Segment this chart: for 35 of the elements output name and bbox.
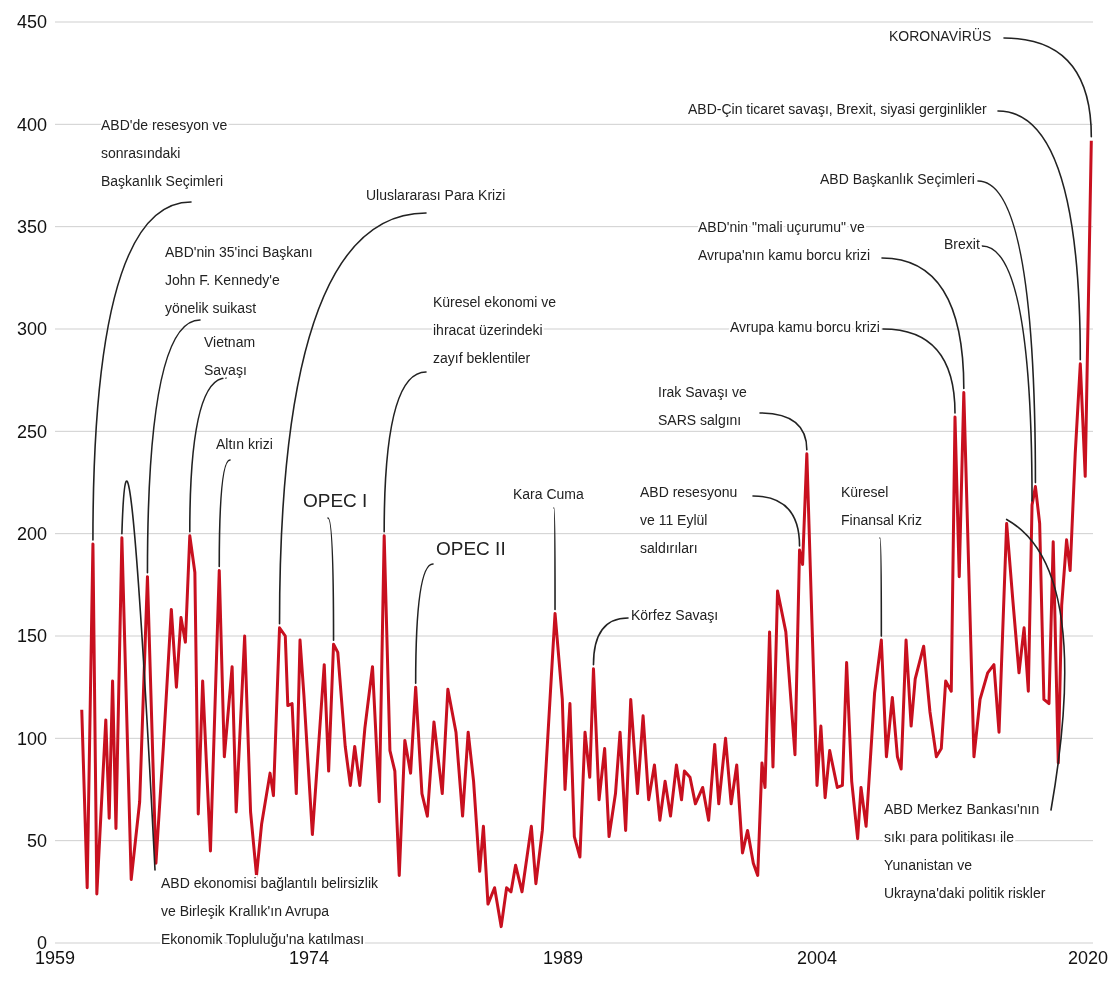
annotation: Vietnam Savaşı: [204, 333, 256, 378]
annotation: ABD'nin "mali uçurumu" ve Avrupa'nın kamu borcu krizi: [698, 218, 871, 263]
annotation: Uluslararası Para Krizi: [366, 186, 506, 203]
x-tick-label: 1989: [542, 947, 584, 968]
annotation: Brexit: [944, 235, 980, 252]
y-tick-label: 350: [16, 217, 47, 238]
annotation: ABD ekonomisi bağlantılı belirsizlik ve Birleşik Krallık'ın Avrupa Ekonomik Topluluğu'na katılması: [161, 874, 380, 947]
annotation: ABD-Çin ticaret savaşı, Brexit, siyasi gerginlikler: [688, 100, 988, 117]
annotation: Avrupa kamu borcu krizi: [730, 318, 880, 335]
line-series: [80, 139, 1093, 929]
annotation: ABD Merkez Bankası'nın sıkı para politikası ile Yunanistan ve Ukrayna'daki politik riskler: [884, 800, 1046, 901]
x-tick-label: 1974: [288, 947, 330, 968]
annotation: Küresel Finansal Kriz: [841, 483, 922, 528]
y-tick-label: 50: [26, 831, 47, 852]
annotation: Küresel ekonomi ve ihracat üzerindeki zayıf beklentiler: [433, 293, 557, 366]
y-tick-label: 400: [16, 114, 47, 135]
x-tick-label: 2020: [1067, 947, 1108, 968]
annotation: Irak Savaşı ve SARS salgını: [658, 383, 747, 428]
y-tick-label: 450: [16, 12, 47, 33]
annotation: Körfez Savaşı: [631, 606, 719, 623]
annotation: ABD Başkanlık Seçimleri: [820, 170, 975, 187]
y-tick-label: 100: [16, 728, 47, 749]
annotation: ABD'de resesyon ve sonrasındaki Başkanlık Seçimleri: [101, 116, 228, 189]
y-tick-label: 200: [16, 524, 47, 545]
annotation: ABD'nin 35'inci Başkanı John F. Kennedy'e yönelik suikast: [165, 243, 313, 316]
annotation: Kara Cuma: [513, 485, 585, 502]
y-tick-label: 250: [16, 421, 47, 442]
x-tick-label: 2004: [796, 947, 838, 968]
annotation: Altın krizi: [216, 435, 273, 452]
annotation: ABD resesyonu ve 11 Eylül saldırıları: [640, 483, 738, 556]
y-tick-label: 150: [16, 626, 47, 647]
y-tick-label: 300: [16, 319, 47, 340]
annotation: OPEC I: [303, 490, 368, 512]
annotation: OPEC II: [436, 538, 506, 560]
annotation: KORONAVİRÜS: [889, 26, 992, 44]
